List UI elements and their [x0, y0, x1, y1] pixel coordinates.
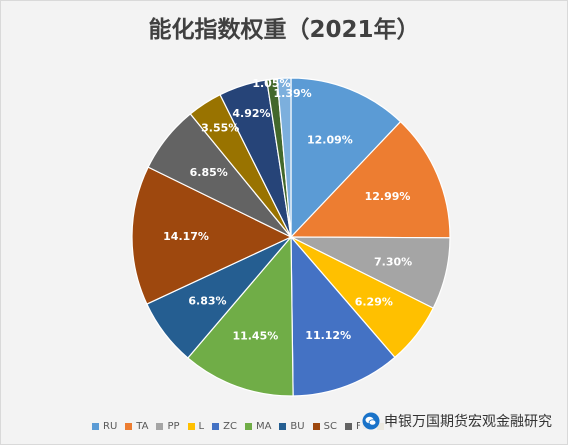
- legend-label: MA: [255, 420, 272, 432]
- legend-swatch: [187, 422, 195, 430]
- legend-swatch: [125, 422, 133, 430]
- slice-data-label: 1.39%: [274, 87, 312, 100]
- legend-item-ta: TA: [125, 421, 148, 432]
- watermark-text: 申银万国期货宏观金融研究: [384, 414, 552, 430]
- slice-data-label: 11.12%: [305, 329, 351, 342]
- legend-label: SC: [323, 420, 337, 432]
- pie-slice-slice-12: [276, 77, 292, 238]
- legend-item-pp: PP: [156, 420, 180, 432]
- chart-title: 能化指数权重（2021年）: [148, 17, 420, 43]
- pie-slice-zc: [290, 235, 396, 397]
- slice-data-label: 14.17%: [163, 230, 209, 243]
- legend-swatch: [212, 422, 220, 430]
- slice-data-label: 1.05%: [252, 77, 290, 90]
- slice-data-label: 11.45%: [232, 330, 278, 343]
- legend-item-zc: ZC: [212, 421, 237, 432]
- legend-label: ZC: [223, 420, 237, 432]
- legend-swatch: [156, 422, 164, 430]
- legend-label: RU: [103, 420, 118, 432]
- legend-item-bu: BU: [279, 420, 305, 432]
- slice-data-label: 6.29%: [355, 295, 393, 308]
- watermark: 申银万国期货宏观金融研究: [360, 409, 556, 433]
- legend-swatch: [312, 422, 320, 430]
- legend-swatch: [92, 422, 99, 430]
- slice-data-label: 4.92%: [232, 107, 270, 120]
- legend-label: BU: [290, 420, 305, 432]
- chart-legend: RUTAPPLZCMABUSCFUV: [92, 418, 403, 434]
- legend-item-ma: MA: [244, 420, 272, 432]
- wechat-icon: [362, 412, 380, 430]
- slice-data-label: 6.83%: [188, 295, 226, 308]
- legend-label: L: [198, 420, 205, 432]
- slice-data-label: 12.09%: [307, 134, 353, 147]
- legend-swatch: [279, 422, 287, 430]
- pie-slice-ta: [289, 120, 451, 239]
- pie-slice-sc: [131, 166, 293, 305]
- slice-data-label: 12.99%: [365, 190, 411, 203]
- slice-data-label: 6.85%: [190, 166, 228, 179]
- legend-item-sc: SC: [312, 420, 337, 432]
- legend-item-ru: RU: [92, 421, 117, 432]
- legend-swatch: [244, 422, 252, 430]
- pie-slice-ru: [290, 77, 402, 239]
- legend-item-l: L: [187, 420, 205, 432]
- pie-slice-ma: [186, 235, 294, 397]
- slice-data-label: 7.30%: [374, 255, 412, 268]
- slice-data-label: 3.55%: [201, 122, 239, 135]
- legend-swatch: [344, 422, 352, 430]
- legend-label: TA: [136, 420, 149, 432]
- legend-label: PP: [167, 420, 180, 432]
